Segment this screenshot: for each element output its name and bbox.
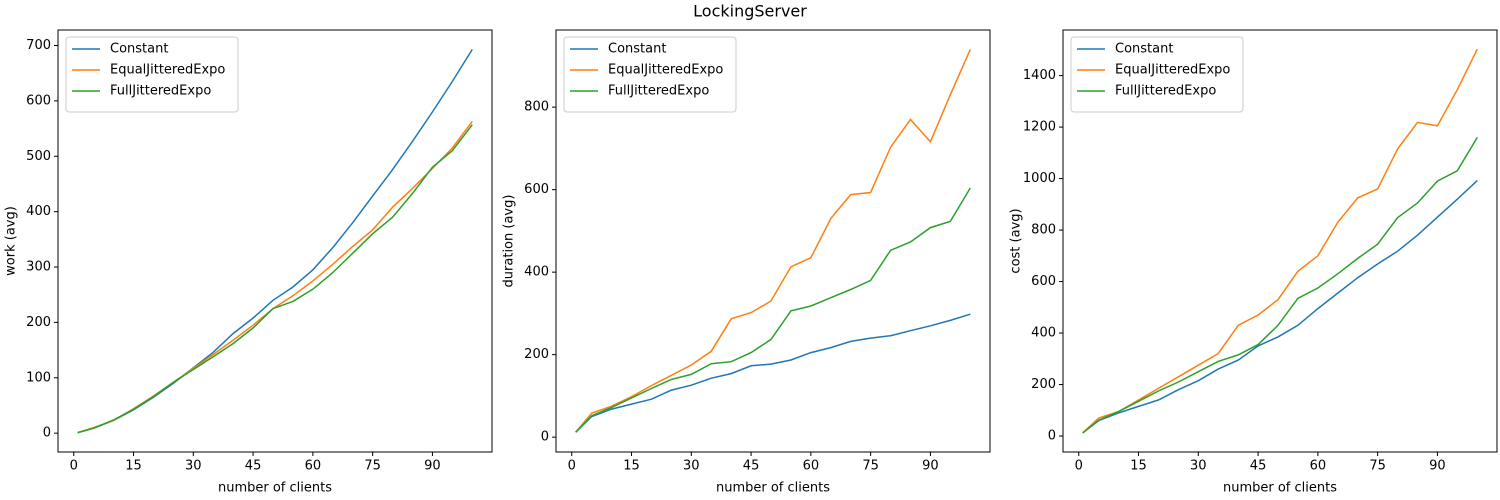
figure-title: LockingServer: [693, 2, 807, 21]
series-line: [1082, 48, 1478, 434]
x-tick-label: 15: [125, 459, 142, 474]
y-tick-label: 100: [26, 370, 51, 385]
legend-box: [65, 36, 239, 113]
legend-label: Constant: [1115, 42, 1173, 57]
legend-label: FullJitteredExpo: [608, 84, 709, 99]
y-tick-label: 800: [1031, 223, 1056, 238]
legend-label: Constant: [608, 42, 666, 57]
series-line: [1082, 180, 1478, 434]
y-tick-label: 0: [541, 430, 549, 445]
series-line: [575, 187, 971, 433]
y-tick-label: 600: [524, 182, 549, 197]
x-tick-label: 75: [862, 459, 879, 474]
y-tick-label: 400: [524, 265, 549, 280]
y-tick-label: 500: [26, 149, 51, 164]
x-tick-label: 45: [1250, 459, 1267, 474]
x-tick-label: 45: [245, 459, 262, 474]
y-tick-label: 400: [1031, 326, 1056, 341]
y-tick-label: 200: [26, 315, 51, 330]
y-tick-label: 600: [26, 93, 51, 108]
x-tick-label: 0: [568, 459, 576, 474]
series-line: [575, 49, 971, 433]
x-tick-label: 45: [743, 459, 760, 474]
y-axis-label: cost (avg): [1009, 208, 1024, 273]
series-line: [77, 124, 473, 434]
x-tick-label: 60: [305, 459, 322, 474]
y-tick-label: 1000: [1023, 171, 1056, 186]
x-axis-label: number of clients: [1223, 481, 1337, 496]
subplot: 0 15 30 45 60 75 90 0 100 200 300 400 500 600 700 numbe…: [4, 29, 493, 496]
x-axis-label: number of clients: [218, 481, 332, 496]
x-tick-label: 90: [922, 459, 939, 474]
x-tick-label: 30: [683, 459, 700, 474]
x-tick-label: 0: [1075, 459, 1083, 474]
y-tick-label: 800: [524, 100, 549, 115]
legend-label: EqualJitteredExpo: [110, 63, 225, 78]
x-axis-label: number of clients: [716, 481, 830, 496]
plot-frame: [1062, 29, 1498, 453]
x-tick-label: 30: [185, 459, 202, 474]
series-line: [77, 120, 473, 434]
y-tick-label: 700: [26, 38, 51, 53]
legend-label: FullJitteredExpo: [1115, 84, 1216, 99]
x-tick-label: 90: [1429, 459, 1446, 474]
legend-label: FullJitteredExpo: [110, 84, 211, 99]
legend-box: [1070, 36, 1244, 113]
x-tick-label: 0: [70, 459, 78, 474]
plot-frame: [57, 29, 493, 453]
x-tick-label: 30: [1190, 459, 1207, 474]
y-tick-label: 1400: [1023, 68, 1056, 83]
y-tick-label: 1200: [1023, 120, 1056, 135]
x-tick-label: 15: [1130, 459, 1147, 474]
subplot: 0 15 30 45 60 75 90 0 200 400 600 800 number of clie…: [502, 29, 991, 496]
y-tick-label: 200: [524, 347, 549, 362]
legend-label: Constant: [110, 42, 168, 57]
x-tick-label: 90: [424, 459, 441, 474]
legend-box: [563, 36, 737, 113]
legend-label: EqualJitteredExpo: [1115, 63, 1230, 78]
series-line: [1082, 137, 1478, 434]
y-axis-label: duration (avg): [502, 195, 517, 288]
y-tick-label: 0: [43, 426, 51, 441]
y-axis-label: work (avg): [4, 206, 19, 276]
x-tick-label: 15: [623, 459, 640, 474]
x-tick-label: 75: [1369, 459, 1386, 474]
y-tick-label: 600: [1031, 274, 1056, 289]
x-tick-label: 60: [803, 459, 820, 474]
x-tick-label: 75: [364, 459, 381, 474]
legend-label: EqualJitteredExpo: [608, 63, 723, 78]
y-tick-label: 300: [26, 260, 51, 275]
subplot: 0 15 30 45 60 75 90 0 200 400 600 800 1000 1200 1400 nu…: [1009, 29, 1498, 496]
y-tick-label: 400: [26, 204, 51, 219]
plot-frame: [555, 29, 991, 453]
series-line: [575, 313, 971, 433]
y-tick-label: 0: [1048, 429, 1056, 444]
x-tick-label: 60: [1310, 459, 1327, 474]
y-tick-label: 200: [1031, 377, 1056, 392]
